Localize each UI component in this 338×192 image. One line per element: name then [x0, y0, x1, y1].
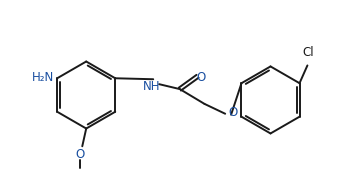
Text: H₂N: H₂N	[32, 71, 54, 84]
Text: O: O	[76, 148, 85, 161]
Text: NH: NH	[143, 80, 160, 93]
Text: Cl: Cl	[303, 46, 314, 59]
Text: O: O	[228, 106, 237, 119]
Text: O: O	[196, 71, 205, 84]
